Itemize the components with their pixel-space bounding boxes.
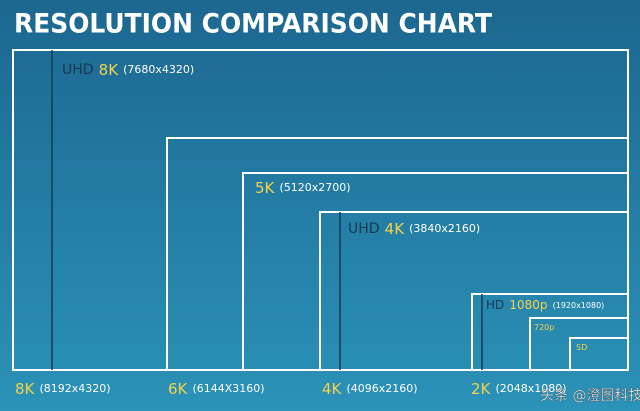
label-detail: (4096x2160) [346,382,417,395]
label-key: 2K [471,380,492,398]
resolution-label: 5K (5120x2700) [255,178,351,197]
resolution-label: 6K (6144X3160) [168,379,265,398]
watermark: 头条 @澄图科技 [540,387,640,404]
label-prefix: UHD [62,62,94,78]
label-detail: (8192x4320) [39,382,110,395]
label-key: 6K [168,380,189,398]
frames [12,49,629,371]
resolution-label: 8K (8192x4320) [15,379,111,398]
label-key: SD [576,343,587,352]
resolution-label: 720p [534,323,554,332]
resolution-label: 4K (4096x2160) [322,379,418,398]
label-key: 5K [255,179,276,197]
labels: UHD 8K (7680x4320) 5K (5120x2700) UHD 4K… [15,60,604,398]
label-detail: (5120x2700) [279,181,350,194]
label-detail: (2048x1080) [495,382,566,395]
label-detail: (7680x4320) [123,63,194,76]
label-detail: (1920x1080) [553,301,605,310]
label-key: 4K [385,220,406,238]
label-prefix: UHD [348,221,380,237]
label-key: 8K [15,380,36,398]
label-key: 8K [99,61,120,79]
label-key: 1080p [509,298,547,312]
resolution-label: SD [576,343,587,352]
label-key: 4K [322,380,343,398]
label-detail: (3840x2160) [409,222,480,235]
label-prefix: HD [486,298,504,312]
title: RESOLUTION COMPARISON CHART [14,9,493,40]
resolution-label: UHD 4K (3840x2160) [348,219,480,238]
frame-sd [569,337,629,371]
resolution-label: HD 1080p (1920x1080) [486,295,604,314]
resolution-label: 2K (2048x1080) [471,379,567,398]
label-key: 720p [534,323,554,332]
label-detail: (6144X3160) [192,382,264,395]
resolution-label: UHD 8K (7680x4320) [62,60,194,79]
